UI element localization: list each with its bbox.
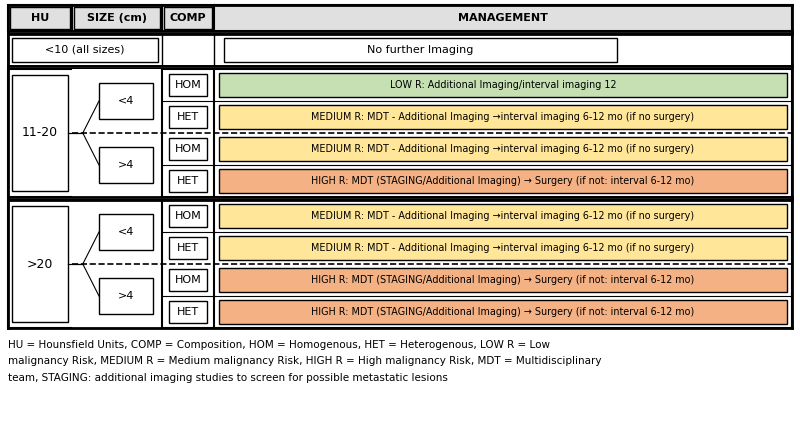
Bar <box>10 7 70 29</box>
Text: SIZE (cm): SIZE (cm) <box>87 13 147 23</box>
Text: HOM: HOM <box>174 275 202 285</box>
Text: HET: HET <box>177 176 199 186</box>
Text: MEDIUM R: MDT - Additional Imaging →interval imaging 6-12 mo (if no surgery): MEDIUM R: MDT - Additional Imaging →inte… <box>311 112 694 122</box>
Text: MEDIUM R: MDT - Additional Imaging →interval imaging 6-12 mo (if no surgery): MEDIUM R: MDT - Additional Imaging →inte… <box>311 211 694 221</box>
Text: HET: HET <box>177 112 199 122</box>
Bar <box>12 38 158 62</box>
Bar <box>8 69 792 197</box>
Text: >4: >4 <box>118 291 134 301</box>
Text: <10 (all sizes): <10 (all sizes) <box>46 45 125 55</box>
Text: MEDIUM R: MDT - Additional Imaging →interval imaging 6-12 mo (if no surgery): MEDIUM R: MDT - Additional Imaging →inte… <box>311 144 694 154</box>
Text: HET: HET <box>177 307 199 317</box>
Bar <box>170 74 206 96</box>
Bar <box>170 237 206 259</box>
Bar <box>72 200 162 264</box>
Text: MEDIUM R: MDT - Additional Imaging →interval imaging 6-12 mo (if no surgery): MEDIUM R: MDT - Additional Imaging →inte… <box>311 243 694 253</box>
Bar <box>99 214 153 250</box>
Text: LOW R: Additional Imaging/interval imaging 12: LOW R: Additional Imaging/interval imagi… <box>390 80 616 90</box>
Bar <box>219 137 787 161</box>
Bar <box>219 204 787 228</box>
Bar <box>170 301 206 323</box>
Text: HET: HET <box>177 243 199 253</box>
Bar <box>224 38 617 62</box>
Text: HU: HU <box>31 13 49 23</box>
Text: COMP: COMP <box>170 13 206 23</box>
Text: <4: <4 <box>118 96 134 106</box>
Bar <box>219 300 787 324</box>
Bar <box>8 200 792 328</box>
Bar <box>164 7 212 29</box>
Bar <box>219 105 787 129</box>
Text: >4: >4 <box>118 160 134 170</box>
Text: HIGH R: MDT (STAGING/Additional Imaging) → Surgery (if not: interval 6-12 mo): HIGH R: MDT (STAGING/Additional Imaging)… <box>311 275 694 285</box>
Bar <box>8 5 792 31</box>
Bar <box>74 7 160 29</box>
Bar <box>170 106 206 128</box>
Bar <box>72 133 162 197</box>
Bar <box>12 75 68 191</box>
Bar <box>99 279 153 314</box>
Text: >20: >20 <box>27 258 53 271</box>
Bar <box>170 269 206 291</box>
Text: No further Imaging: No further Imaging <box>367 45 474 55</box>
Bar <box>99 147 153 182</box>
Text: MANAGEMENT: MANAGEMENT <box>458 13 548 23</box>
Text: <4: <4 <box>118 227 134 237</box>
Text: HIGH R: MDT (STAGING/Additional Imaging) → Surgery (if not: interval 6-12 mo): HIGH R: MDT (STAGING/Additional Imaging)… <box>311 307 694 317</box>
Text: HOM: HOM <box>174 80 202 90</box>
Text: HOM: HOM <box>174 211 202 221</box>
Bar <box>99 83 153 119</box>
Bar <box>219 73 787 97</box>
Bar <box>219 169 787 193</box>
Text: 11-20: 11-20 <box>22 126 58 139</box>
Text: HU = Hounsfield Units, COMP = Composition, HOM = Homogenous, HET = Heterogenous,: HU = Hounsfield Units, COMP = Compositio… <box>8 340 602 383</box>
Bar <box>8 34 792 66</box>
Bar <box>170 170 206 192</box>
Bar <box>72 69 162 133</box>
Bar <box>219 236 787 260</box>
Bar <box>170 205 206 227</box>
Bar <box>12 206 68 322</box>
Text: HIGH R: MDT (STAGING/Additional Imaging) → Surgery (if not: interval 6-12 mo): HIGH R: MDT (STAGING/Additional Imaging)… <box>311 176 694 186</box>
Bar <box>219 268 787 292</box>
Bar <box>72 264 162 328</box>
Bar <box>170 138 206 160</box>
Text: HOM: HOM <box>174 144 202 154</box>
